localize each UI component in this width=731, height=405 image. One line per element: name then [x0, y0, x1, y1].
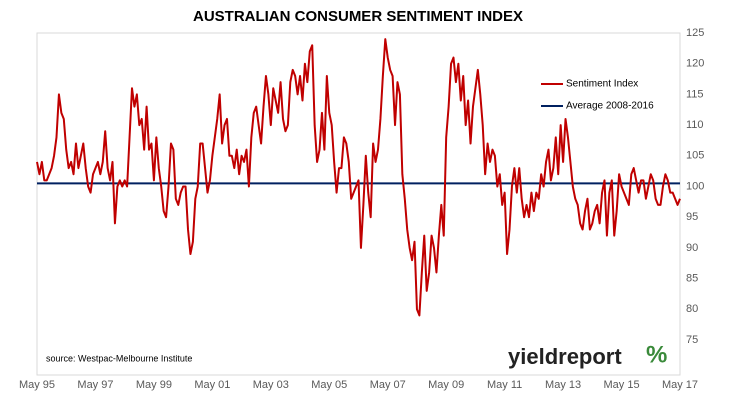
x-tick-label: May 97: [77, 379, 113, 391]
y-tick-label: 90: [686, 242, 698, 254]
y-tick-label: 105: [686, 150, 704, 162]
y-tick-label: 115: [686, 88, 704, 100]
y-tick-label: 125: [686, 27, 704, 39]
x-tick-label: May 05: [311, 379, 347, 391]
x-tick-label: May 15: [604, 379, 640, 391]
x-tick-label: May 99: [136, 379, 172, 391]
x-tick-label: May 13: [545, 379, 581, 391]
source-note: source: Westpac-Melbourne Institute: [46, 353, 192, 363]
logo-symbol: %: [646, 341, 667, 368]
y-tick-label: 95: [686, 211, 698, 223]
legend-label: Sentiment Index: [566, 79, 638, 90]
y-tick-label: 80: [686, 303, 698, 315]
y-tick-label: 100: [686, 180, 704, 192]
y-tick-label: 120: [686, 58, 704, 70]
x-tick-label: May 03: [253, 379, 289, 391]
chart-title: AUSTRALIAN CONSUMER SENTIMENT INDEX: [193, 8, 523, 25]
y-tick-label: 110: [686, 119, 704, 131]
x-tick-label: May 11: [487, 379, 522, 391]
x-tick-label: May 09: [428, 379, 464, 391]
legend-label: Average 2008-2016: [566, 101, 654, 112]
x-tick-label: May 17: [662, 379, 698, 391]
logo-text: yieldreport: [508, 344, 622, 369]
sentiment-line: [36, 38, 681, 317]
x-tick-label: May 07: [370, 379, 406, 391]
y-tick-label: 75: [686, 334, 698, 346]
x-tick-label: May 95: [19, 379, 55, 391]
x-tick-label: May 01: [194, 379, 230, 391]
y-tick-label: 85: [686, 273, 698, 285]
plot-frame: [36, 32, 681, 376]
